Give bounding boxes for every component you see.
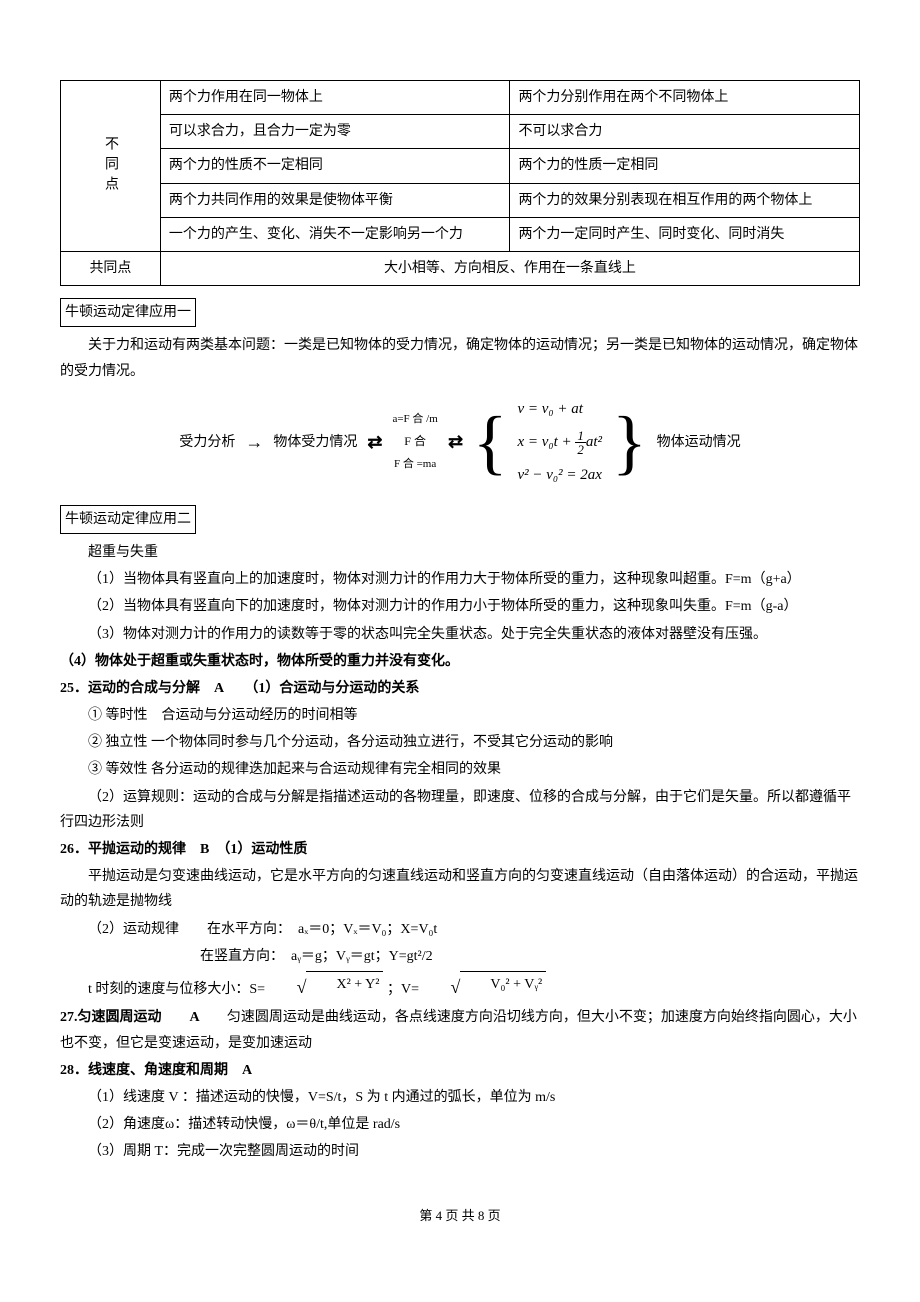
- flow-labels: a=F 合 /m F 合 F 合 =ma: [392, 410, 437, 475]
- section-heading: 25．运动的合成与分解 A （1）合运动与分运动的关系: [60, 681, 419, 696]
- comparison-table: 不同点 两个力作用在同一物体上 两个力分别作用在两个不同物体上 可以求合力，且合…: [60, 80, 860, 286]
- flow-node: 物体运动情况: [657, 430, 741, 455]
- table-cell: 不可以求合力: [510, 115, 860, 149]
- paragraph: 关于力和运动有两类基本问题：一类是已知物体的受力情况，确定物体的运动情况；另一类…: [60, 333, 860, 383]
- list-item: ③ 等效性 各分运动的规律迭加起来与合运动规律有完全相同的效果: [60, 757, 860, 782]
- table-cell: 两个力分别作用在两个不同物体上: [510, 81, 860, 115]
- paragraph-bold: （4）物体处于超重或失重状态时，物体所受的重力并没有变化。: [60, 649, 860, 674]
- paragraph: （2）当物体具有竖直向下的加速度时，物体对测力计的作用力小于物体所受的重力，这种…: [60, 594, 860, 619]
- arrow-right-icon: →: [245, 426, 263, 458]
- list-item: （1）线速度 V ：描述运动的快慢，V=S/t，S 为 t 内通过的弧长，单位为…: [60, 1085, 860, 1110]
- equation: v = v₀ + at: [517, 396, 602, 423]
- equation: x = v₀t + 12at²: [517, 429, 602, 456]
- table-cell: 两个力一定同时产生、同时变化、同时消失: [510, 217, 860, 251]
- paragraph: t 时刻的速度与位移大小：S= √X² + Y² ；V= √V₀² + Vᵧ²: [60, 971, 860, 1003]
- brace-right-icon: }: [612, 406, 647, 478]
- paragraph: （3）物体对测力计的作用力的读数等于零的状态叫完全失重状态。处于完全失重状态的液…: [60, 622, 860, 647]
- arrow-bidir-icon: ⇄: [448, 433, 463, 451]
- table-cell: 两个力的性质不一定相同: [160, 149, 510, 183]
- table-cell: 大小相等、方向相反、作用在一条直线上: [160, 251, 859, 285]
- flow-node: 物体受力情况: [273, 430, 357, 455]
- sqrt-icon: √: [422, 971, 460, 1003]
- table-cell: 两个力作用在同一物体上: [160, 81, 510, 115]
- table-cell: 两个力的效果分别表现在相互作用的两个物体上: [510, 183, 860, 217]
- section-heading: 28．线速度、角速度和周期 A: [60, 1063, 252, 1078]
- table-cell: 可以求合力，且合力一定为零: [160, 115, 510, 149]
- paragraph: （2）运算规则：运动的合成与分解是指描述运动的各物理量，即速度、位移的合成与分解…: [60, 785, 860, 835]
- list-item: ① 等时性 合运动与分运动经历的时间相等: [60, 703, 860, 728]
- paragraph: （1）当物体具有竖直向上的加速度时，物体对测力计的作用力大于物体所受的重力，这种…: [60, 567, 860, 592]
- section-title-app1: 牛顿运动定律应用一: [60, 298, 196, 327]
- list-item: ② 独立性 一个物体同时参与几个分运动，各分运动独立进行，不受其它分运动的影响: [60, 730, 860, 755]
- common-label: 共同点: [61, 251, 161, 285]
- section-heading: 27.匀速圆周运动 A: [60, 1010, 227, 1025]
- subheading: 超重与失重: [60, 540, 860, 565]
- table-cell: 两个力共同作用的效果是使物体平衡: [160, 183, 510, 217]
- sqrt-icon: √: [269, 971, 307, 1003]
- flow-mid-label: F 合: [404, 431, 426, 453]
- equation: v² − v₀² = 2ax: [517, 462, 602, 489]
- flow-top-label: a=F 合 /m: [392, 410, 437, 430]
- section-heading: 26．平抛运动的规律 B （1）运动性质: [60, 842, 307, 857]
- flow-diagram: 受力分析 → 物体受力情况 ⇄ a=F 合 /m F 合 F 合 =ma ⇄ {…: [60, 396, 860, 489]
- section-title-app2: 牛顿运动定律应用二: [60, 505, 196, 534]
- paragraph: （2）运动规律 在水平方向： aₓ＝0；Vₓ＝V₀；X=V₀t: [60, 917, 860, 942]
- list-item: （2）角速度ω：描述转动快慢，ω＝θ/t,单位是 rad/s: [60, 1112, 860, 1137]
- diff-label: 不同点: [61, 81, 161, 252]
- brace-left-icon: {: [473, 406, 508, 478]
- flow-node: 受力分析: [179, 430, 235, 455]
- list-item: （3）周期 T：完成一次完整圆周运动的时间: [60, 1139, 860, 1164]
- page-footer: 第 4 页 共 8 页: [60, 1204, 860, 1227]
- paragraph: 平抛运动是匀变速曲线运动，它是水平方向的匀速直线运动和竖直方向的匀变速直线运动（…: [60, 864, 860, 914]
- equations-block: v = v₀ + at x = v₀t + 12at² v² − v₀² = 2…: [517, 396, 602, 489]
- table-cell: 一个力的产生、变化、消失不一定影响另一个力: [160, 217, 510, 251]
- arrow-bidir-icon: ⇄: [367, 433, 382, 451]
- flow-bot-label: F 合 =ma: [394, 455, 436, 475]
- paragraph: 在竖直方向： aᵧ＝g；Vᵧ＝gt；Y=gt²/2: [60, 944, 860, 969]
- table-cell: 两个力的性质一定相同: [510, 149, 860, 183]
